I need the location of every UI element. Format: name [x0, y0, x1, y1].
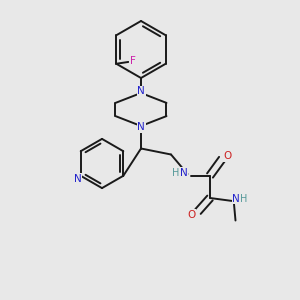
Text: O: O [187, 209, 196, 220]
Text: N: N [137, 86, 145, 97]
Text: N: N [74, 174, 82, 184]
Text: H: H [172, 168, 180, 178]
Text: N: N [180, 167, 188, 178]
Text: O: O [224, 151, 232, 161]
Text: H: H [240, 194, 247, 205]
Text: N: N [232, 194, 240, 204]
Text: N: N [137, 122, 145, 133]
Text: F: F [130, 56, 136, 66]
